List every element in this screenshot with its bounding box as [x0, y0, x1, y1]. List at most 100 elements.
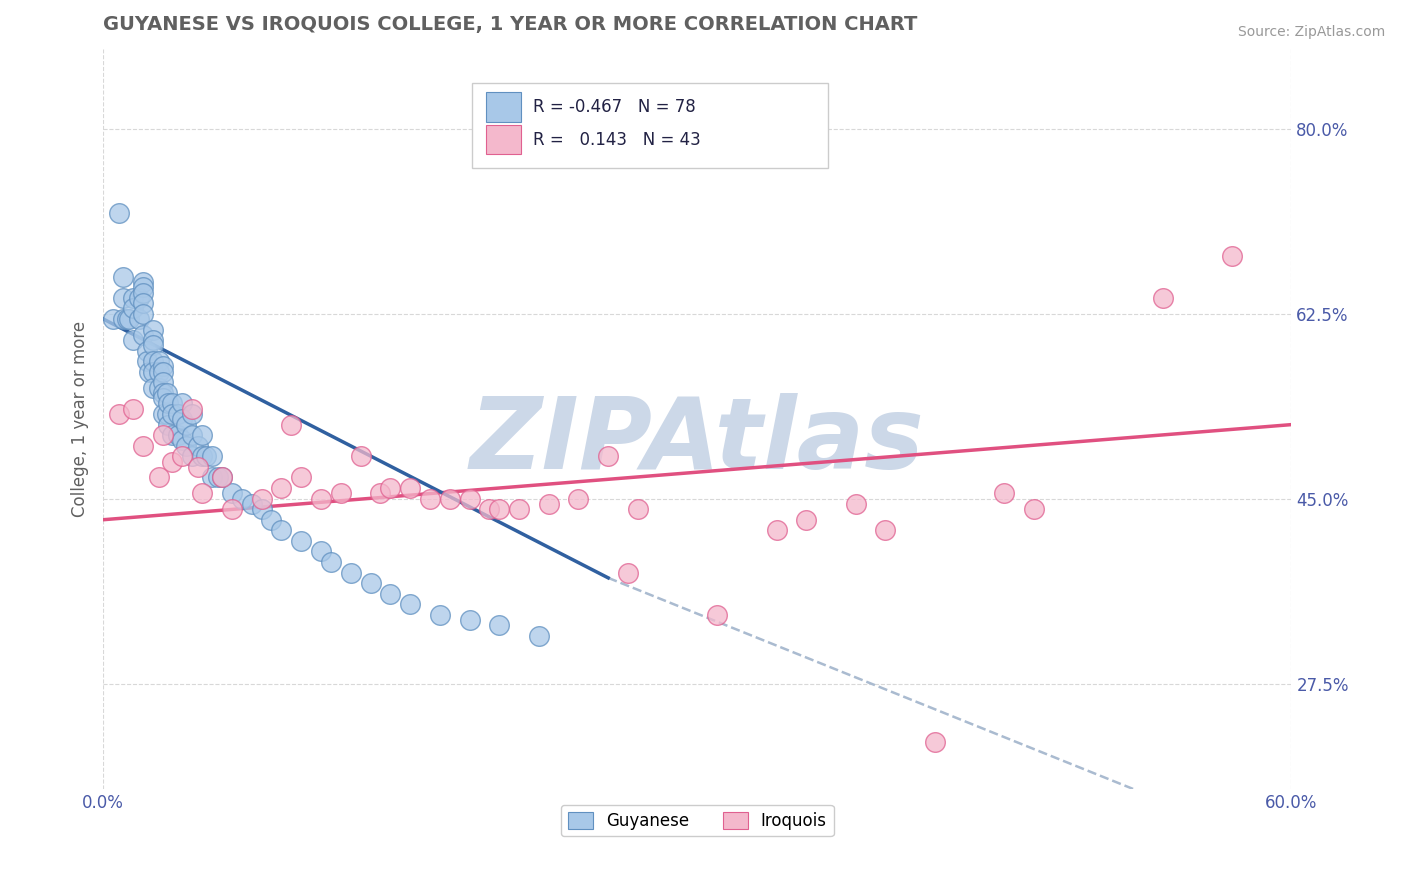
Point	[488, 502, 510, 516]
Point	[458, 491, 481, 506]
Point	[152, 365, 174, 379]
Point	[221, 486, 243, 500]
Point	[172, 434, 194, 448]
Point	[993, 486, 1015, 500]
Point	[924, 734, 946, 748]
Point	[270, 481, 292, 495]
Point	[181, 428, 204, 442]
Point	[162, 407, 184, 421]
FancyBboxPatch shape	[471, 83, 828, 168]
Point	[419, 491, 441, 506]
Point	[142, 338, 165, 352]
Point	[128, 312, 150, 326]
Point	[155, 385, 177, 400]
Point	[201, 470, 224, 484]
Point	[172, 412, 194, 426]
Point	[157, 396, 180, 410]
Point	[162, 428, 184, 442]
Point	[142, 333, 165, 347]
Point	[142, 354, 165, 368]
Point	[240, 497, 263, 511]
Point	[132, 296, 155, 310]
Point	[152, 428, 174, 442]
Point	[191, 428, 214, 442]
Legend: Guyanese, Iroquois: Guyanese, Iroquois	[561, 805, 834, 837]
Point	[132, 439, 155, 453]
Point	[142, 365, 165, 379]
Point	[429, 607, 451, 622]
Point	[250, 491, 273, 506]
Point	[1220, 248, 1243, 262]
Text: R =   0.143   N = 43: R = 0.143 N = 43	[533, 131, 702, 149]
Point	[508, 502, 530, 516]
Point	[142, 381, 165, 395]
Point	[187, 459, 209, 474]
Point	[617, 566, 640, 580]
Y-axis label: College, 1 year or more: College, 1 year or more	[72, 321, 89, 517]
Point	[260, 513, 283, 527]
Point	[111, 312, 134, 326]
Point	[115, 312, 138, 326]
Point	[290, 533, 312, 548]
Point	[148, 470, 170, 484]
Point	[181, 401, 204, 416]
Point	[138, 365, 160, 379]
Bar	[485, 93, 522, 122]
Point	[280, 417, 302, 432]
Point	[162, 396, 184, 410]
Point	[152, 359, 174, 374]
Point	[488, 618, 510, 632]
Point	[121, 401, 143, 416]
Point	[135, 354, 157, 368]
Text: R = -0.467   N = 78: R = -0.467 N = 78	[533, 98, 696, 116]
Point	[121, 291, 143, 305]
Point	[172, 450, 194, 464]
Point	[250, 502, 273, 516]
Point	[111, 269, 134, 284]
Point	[627, 502, 650, 516]
Point	[875, 524, 897, 538]
Point	[458, 613, 481, 627]
Point	[155, 407, 177, 421]
Point	[231, 491, 253, 506]
Point	[118, 312, 141, 326]
Point	[167, 407, 190, 421]
Point	[380, 481, 402, 495]
Point	[176, 417, 198, 432]
Point	[162, 454, 184, 468]
Point	[132, 327, 155, 342]
Point	[537, 497, 560, 511]
Point	[101, 312, 124, 326]
Text: ZIPAtlas: ZIPAtlas	[470, 393, 925, 490]
Point	[309, 544, 332, 558]
Point	[211, 470, 233, 484]
Point	[181, 407, 204, 421]
Point	[765, 524, 787, 538]
Point	[191, 450, 214, 464]
Point	[370, 486, 392, 500]
Point	[121, 333, 143, 347]
Point	[598, 450, 620, 464]
Point	[148, 354, 170, 368]
Point	[478, 502, 501, 516]
Point	[211, 470, 233, 484]
Point	[187, 439, 209, 453]
Point	[399, 597, 422, 611]
Point	[148, 381, 170, 395]
Point	[132, 307, 155, 321]
Point	[108, 206, 131, 220]
Point	[157, 417, 180, 432]
Point	[152, 391, 174, 405]
Point	[132, 280, 155, 294]
Point	[121, 301, 143, 316]
Point	[108, 407, 131, 421]
Point	[152, 407, 174, 421]
Point	[439, 491, 461, 506]
Point	[111, 291, 134, 305]
Point	[380, 587, 402, 601]
Point	[181, 450, 204, 464]
Point	[360, 576, 382, 591]
Point	[132, 275, 155, 289]
Point	[845, 497, 868, 511]
Point	[191, 486, 214, 500]
